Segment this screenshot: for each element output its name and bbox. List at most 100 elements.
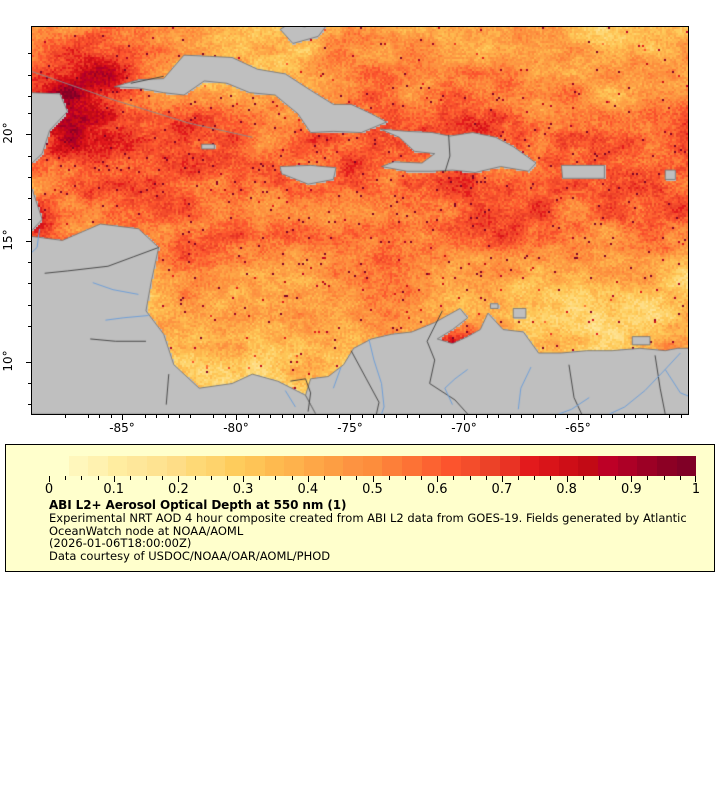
x-minor-tick-9	[213, 415, 214, 418]
colorbar-label-10: 1	[691, 482, 701, 497]
colorbar-tick	[615, 476, 616, 480]
colorbar-swatch-13	[303, 456, 324, 476]
x-minor-tick-36	[601, 415, 602, 418]
x-minor-tick-0	[65, 415, 66, 418]
x-minor-tick-15	[293, 415, 294, 418]
colorbar-swatch-26	[558, 456, 579, 476]
y-tick-2	[26, 362, 31, 363]
colorbar-swatch-17	[382, 456, 402, 476]
y-minor-tick-10	[28, 305, 31, 306]
y-minor-tick-11	[28, 326, 31, 327]
colorbar-swatch-16	[362, 456, 383, 476]
colorbar-label-2: 0.2	[168, 482, 189, 497]
colorbar-tick	[373, 476, 374, 482]
aod-heatmap-canvas[interactable]	[32, 27, 688, 414]
colorbar-swatch-31	[656, 456, 677, 476]
map-plot-area[interactable]	[31, 26, 689, 415]
colorbar-swatch-15	[343, 456, 363, 476]
colorbar-tick	[259, 476, 260, 480]
x-minor-tick-25	[441, 415, 442, 418]
x-tick-3	[464, 415, 465, 420]
x-minor-tick-7	[179, 415, 180, 418]
y-minor-tick-12	[28, 383, 31, 384]
y-tick-label-1: 15°	[1, 229, 15, 251]
x-minor-tick-6	[168, 415, 169, 418]
colorbar-swatch-10	[245, 456, 265, 476]
x-minor-tick-33	[555, 415, 556, 418]
colorbar-swatch-7	[186, 456, 206, 476]
colorbar-tick	[631, 476, 632, 482]
y-tick-1	[26, 241, 31, 242]
x-minor-tick-26	[453, 415, 454, 418]
x-minor-tick-19	[362, 415, 363, 418]
x-tick-label-3: -70°	[451, 421, 477, 435]
x-minor-tick-31	[521, 415, 522, 418]
x-minor-tick-28	[487, 415, 488, 418]
y-minor-tick-2	[28, 96, 31, 97]
colorbar-tick	[114, 476, 115, 482]
colorbar-tick	[340, 476, 341, 480]
colorbar-swatch-25	[539, 456, 559, 476]
colorbar-tick	[647, 476, 648, 480]
x-minor-tick-40	[647, 415, 648, 418]
colorbar-label-4: 0.4	[297, 482, 319, 497]
colorbar-tick	[695, 476, 696, 482]
x-minor-tick-29	[498, 415, 499, 418]
colorbar-swatch-14	[323, 456, 344, 476]
colorbar-label-9: 0.9	[620, 482, 642, 497]
colorbar-tick	[227, 476, 228, 480]
colorbar-tick	[49, 476, 50, 482]
colorbar-swatch-19	[421, 456, 442, 476]
y-minor-tick-9	[28, 283, 31, 284]
colorbar-label-5: 0.5	[362, 482, 383, 497]
colorbar-swatch-18	[401, 456, 422, 476]
caption-line-2: OceanWatch node at NOAA/AOML	[49, 523, 244, 538]
y-minor-tick-4	[28, 156, 31, 157]
x-minor-tick-32	[533, 415, 534, 418]
colorbar-tick	[664, 476, 665, 480]
y-minor-tick-1	[28, 75, 31, 76]
x-minor-tick-17	[327, 415, 328, 418]
y-minor-tick-6	[28, 198, 31, 199]
y-tick-0	[26, 134, 31, 135]
x-tick-1	[236, 415, 237, 420]
colorbar-tick	[550, 476, 551, 480]
x-minor-tick-13	[270, 415, 271, 418]
x-tick-4	[578, 415, 579, 420]
colorbar-tick	[292, 476, 293, 480]
y-tick-label-0: 20°	[1, 122, 15, 144]
colorbar-tick	[405, 476, 406, 480]
colorbar-swatch-6	[166, 456, 187, 476]
colorbar-swatch-24	[519, 456, 540, 476]
x-minor-tick-23	[407, 415, 408, 418]
colorbar-tick	[437, 476, 438, 482]
colorbar-tick	[130, 476, 131, 480]
colorbar-tick	[421, 476, 422, 480]
caption-line-1: Experimental NRT AOD 4 hour composite cr…	[49, 511, 687, 525]
x-minor-tick-30	[510, 415, 511, 418]
colorbar-tick	[275, 476, 276, 480]
x-minor-tick-22	[396, 415, 397, 418]
x-tick-label-0: -85°	[109, 421, 135, 435]
y-minor-tick-13	[28, 404, 31, 405]
y-minor-tick-7	[28, 219, 31, 220]
colorbar-gradient[interactable]	[49, 456, 697, 476]
x-minor-tick-18	[339, 415, 340, 418]
x-minor-tick-2	[99, 415, 100, 418]
colorbar-tick	[98, 476, 99, 480]
colorbar-swatch-21	[460, 456, 481, 476]
colorbar-tick	[567, 476, 568, 482]
x-minor-tick-35	[590, 415, 591, 418]
y-tick-label-2: 10°	[1, 350, 15, 372]
colorbar-tick	[518, 476, 519, 480]
x-minor-tick-21	[384, 415, 385, 418]
caption-line-4: Data courtesy of USDOC/NOAA/OAR/AOML/PHO…	[49, 548, 331, 563]
colorbar-swatch-27	[578, 456, 599, 476]
colorbar-tick	[81, 476, 82, 480]
x-tick-label-2: -75°	[337, 421, 363, 435]
colorbar-swatch-30	[637, 456, 657, 476]
x-minor-tick-38	[624, 415, 625, 418]
colorbar-tick	[453, 476, 454, 480]
colorbar-title: ABI L2+ Aerosol Optical Depth at 550 nm …	[49, 498, 347, 512]
colorbar-swatch-11	[264, 456, 285, 476]
